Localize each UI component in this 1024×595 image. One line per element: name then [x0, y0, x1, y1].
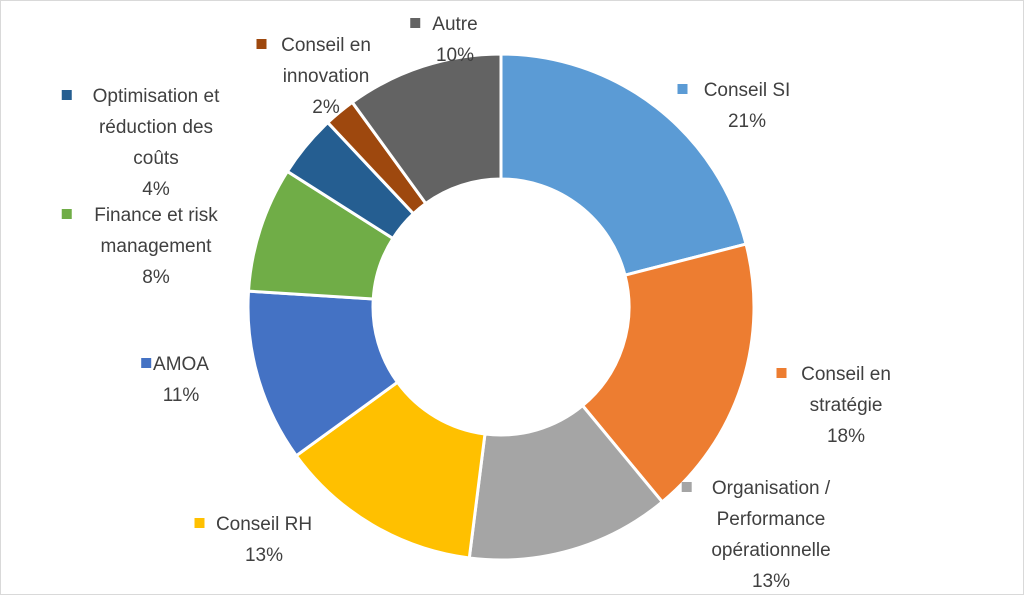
label-line: AMOA: [153, 354, 209, 375]
label-text: Conseil RH 13%: [216, 514, 312, 566]
label-line: Finance et risk: [94, 205, 218, 226]
label-percent: 11%: [163, 385, 200, 406]
label-percent: 2%: [312, 97, 340, 118]
label-marker: [776, 368, 787, 378]
label-percent: 10%: [436, 45, 474, 66]
label-marker: [61, 209, 72, 219]
label-line: management: [101, 236, 213, 257]
label-text: Organisation / Performance opérationnelle 1…: [711, 478, 831, 592]
label-line: coûts: [133, 148, 178, 169]
slices: [246, 52, 756, 562]
label-percent: 13%: [752, 571, 790, 592]
data-label-conseil-si: Conseil SI 21%: [677, 80, 791, 132]
label-marker: [61, 90, 72, 100]
data-label-optimisation-et-reduction-des-couts: Optimisation et réduction des coûts 4%: [61, 86, 220, 200]
label-text: Conseil SI 21%: [704, 80, 791, 132]
label-line: Optimisation et: [93, 86, 220, 107]
label-line: Autre: [432, 14, 477, 35]
label-marker: [194, 518, 205, 528]
label-text: Optimisation et réduction des coûts 4%: [93, 86, 220, 200]
data-label-conseil-rh: Conseil RH 13%: [194, 514, 312, 566]
data-label-amoa: AMOA 11%: [141, 354, 209, 406]
label-line: stratégie: [810, 395, 883, 416]
label-line: opérationnelle: [711, 540, 830, 561]
label-marker: [410, 18, 421, 28]
data-labels: Conseil SI 21% Conseil en stratégie 18% Organ…: [61, 14, 891, 592]
label-text: AMOA 11%: [153, 354, 209, 406]
data-label-conseil-en-strategie: Conseil en stratégie 18%: [776, 364, 891, 447]
label-percent: 13%: [245, 545, 283, 566]
label-percent: 21%: [728, 111, 766, 132]
slice-autre: [350, 52, 503, 206]
label-text: Autre 10%: [432, 14, 477, 66]
label-text: Conseil en innovation 2%: [281, 35, 371, 118]
label-line: innovation: [283, 66, 370, 87]
label-marker: [677, 84, 688, 94]
label-percent: 4%: [142, 179, 170, 200]
data-label-autre: Autre 10%: [410, 14, 478, 66]
data-label-conseil-en-innovation: Conseil en innovation 2%: [256, 35, 371, 118]
label-marker: [256, 39, 267, 49]
label-text: Conseil en stratégie 18%: [801, 364, 891, 447]
label-line: Conseil SI: [704, 80, 791, 101]
label-line: Organisation /: [712, 478, 831, 499]
data-label-finance-et-risk-management: Finance et risk management 8%: [61, 205, 218, 288]
slice-conseil-en-strategie: [580, 242, 756, 505]
label-line: Performance: [717, 509, 826, 530]
label-marker: [141, 358, 152, 368]
label-line: Conseil en: [281, 35, 371, 56]
label-line: Conseil RH: [216, 514, 312, 535]
data-label-organisation-performance-operationnelle: Organisation / Performance opérationnelle 1…: [681, 478, 831, 592]
slice-conseil-si: [499, 52, 748, 277]
label-marker: [681, 482, 692, 492]
label-percent: 18%: [827, 426, 865, 447]
label-text: Finance et risk management 8%: [94, 205, 218, 288]
label-percent: 8%: [142, 267, 170, 288]
label-line: réduction des: [99, 117, 213, 138]
label-line: Conseil en: [801, 364, 891, 385]
